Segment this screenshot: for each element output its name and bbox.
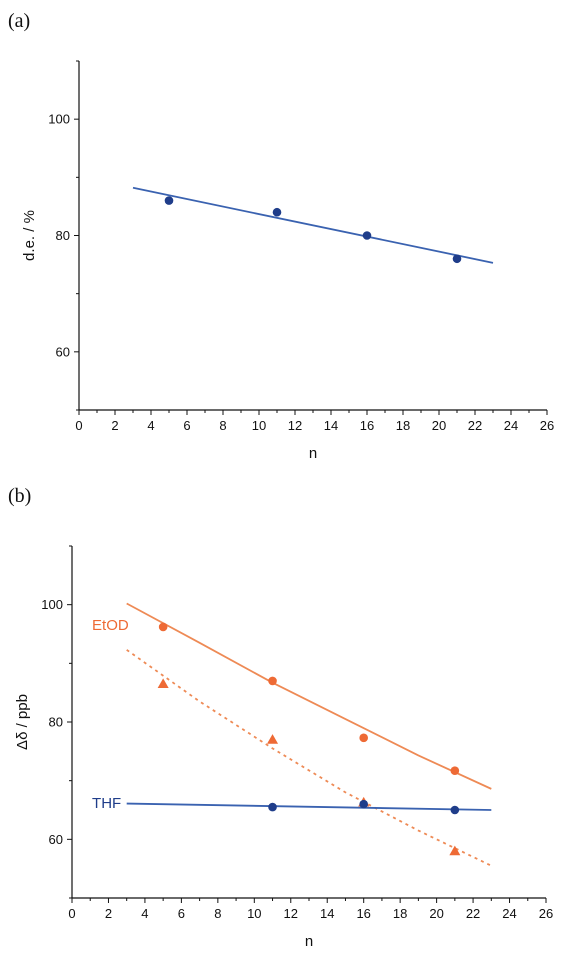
x-tick-label: 12 [284, 906, 298, 921]
data-point [359, 799, 368, 809]
data-point [359, 733, 368, 743]
fit-line [126, 649, 492, 867]
y-tick-label: 100 [41, 597, 63, 612]
fit-line [132, 186, 494, 264]
x-tick-label: 0 [68, 906, 75, 921]
x-tick-label: 26 [539, 906, 553, 921]
series-label: THF [92, 795, 121, 812]
x-tick-label: 22 [468, 418, 482, 433]
x-tick-label: 26 [540, 418, 554, 433]
x-axis-title: n [309, 445, 317, 462]
x-tick-label: 4 [147, 418, 154, 433]
x-tick-label: 24 [502, 906, 516, 921]
data-point [362, 231, 372, 240]
data-point [450, 805, 460, 815]
data-point [158, 622, 168, 632]
x-tick-label: 2 [111, 418, 118, 433]
data-point [452, 254, 462, 264]
y-tick-label: 60 [49, 832, 63, 847]
x-tick-label: 22 [466, 906, 480, 921]
x-tick-label: 8 [219, 418, 226, 433]
panel-label: (b) [8, 485, 31, 507]
data-point [268, 802, 277, 812]
data-point-triangle [449, 845, 461, 856]
x-tick-label: 10 [252, 418, 266, 433]
x-tick-label: 20 [432, 418, 446, 433]
x-tick-label: 0 [75, 418, 82, 433]
x-tick-label: 10 [247, 906, 261, 921]
x-tick-label: 16 [356, 906, 370, 921]
fit-line [126, 802, 492, 811]
x-tick-label: 6 [183, 418, 190, 433]
x-tick-label: 4 [141, 906, 148, 921]
y-tick-label: 100 [48, 112, 70, 127]
x-tick-label: 18 [396, 418, 410, 433]
series-thf: THF [92, 795, 492, 815]
x-tick-label: 20 [429, 906, 443, 921]
x-tick-label: 14 [324, 418, 338, 433]
y-axis-title: d.e. / % [21, 210, 38, 261]
x-tick-label: 2 [105, 906, 112, 921]
series-label: EtOD [92, 617, 129, 634]
series-1 [132, 186, 494, 264]
x-tick-label: 8 [214, 906, 221, 921]
x-tick-label: 6 [178, 906, 185, 921]
series-etod: EtOD [92, 602, 492, 790]
x-axis-title: n [305, 933, 313, 950]
y-axis-title: Δδ / ppb [14, 694, 31, 750]
x-tick-label: 24 [504, 418, 518, 433]
x-tick-label: 16 [360, 418, 374, 433]
data-point [272, 207, 282, 217]
series-2 [126, 649, 492, 867]
x-tick-label: 14 [320, 906, 334, 921]
data-point [268, 676, 277, 686]
data-point-triangle [157, 678, 169, 688]
fit-line [126, 602, 492, 790]
x-tick-label: 18 [393, 906, 407, 921]
y-tick-label: 60 [56, 344, 70, 359]
panel-label: (a) [8, 10, 30, 32]
y-tick-label: 80 [49, 715, 63, 730]
data-point [450, 766, 460, 775]
y-tick-label: 80 [56, 228, 70, 243]
data-point [164, 196, 174, 205]
data-point-triangle [267, 734, 279, 744]
x-tick-label: 12 [288, 418, 302, 433]
